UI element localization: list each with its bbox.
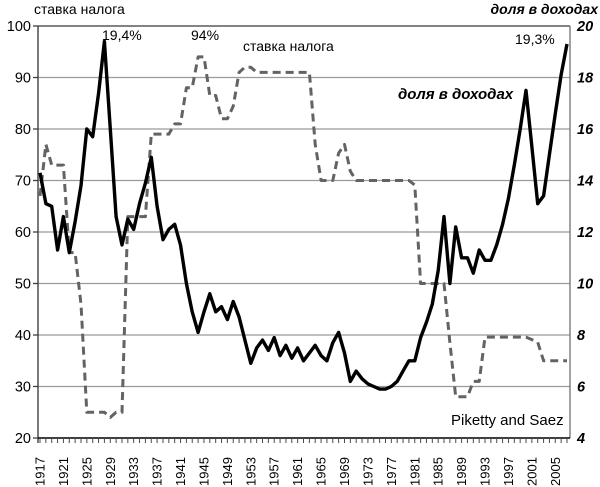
x-axis-label: 1941: [173, 457, 188, 486]
y-axis-left-label: 40: [15, 328, 31, 344]
x-axis-label: 1953: [243, 457, 258, 486]
right-axis-title: доля в доходах: [490, 1, 598, 17]
y-axis-right-label: 14: [577, 174, 593, 190]
x-axis-label: 1973: [360, 457, 375, 486]
x-axis-label: 1945: [196, 457, 211, 486]
y-axis-left-label: 50: [15, 277, 31, 293]
y-axis-right-label: 18: [577, 71, 594, 87]
annotation-1928-peak: 19,4%: [102, 27, 142, 43]
source-credit: Piketty and Saez: [451, 412, 564, 429]
x-axis-label: 1977: [384, 457, 399, 486]
series-label-income-share: доля в доходах: [398, 86, 514, 103]
x-axis-label: 1985: [431, 457, 446, 486]
x-axis-label: 1921: [56, 457, 71, 486]
x-axis-label: 2005: [548, 457, 563, 486]
y-axis-left-label: 70: [15, 174, 31, 190]
x-axis-label: 1925: [79, 457, 94, 486]
annotation-94-percent: 94%: [191, 27, 220, 43]
y-axis-left-label: 90: [15, 71, 31, 87]
y-axis-right-label: 12: [577, 225, 593, 241]
x-axis-label: 1949: [220, 457, 235, 486]
x-axis-label: 1981: [407, 457, 422, 486]
x-axis-label: 1965: [314, 457, 329, 486]
annotation-2007-end: 19,3%: [515, 31, 555, 47]
x-axis-label: 1969: [337, 457, 352, 486]
y-axis-right-label: 16: [577, 122, 594, 138]
y-axis-right-label: 4: [576, 431, 585, 447]
y-axis-left-label: 30: [15, 380, 31, 396]
y-axis-left-label: 80: [15, 122, 31, 138]
series-label-tax-rate: ставка налога: [243, 38, 334, 54]
x-axis-label: 1933: [126, 457, 141, 486]
y-axis-right-label: 8: [577, 328, 586, 344]
y-axis-right-label: 10: [577, 277, 593, 293]
y-axis-right-label: 20: [576, 19, 593, 35]
series-line-income-share: [38, 39, 569, 391]
x-axis-label: 1997: [501, 457, 516, 486]
x-axis-label: 1961: [290, 457, 305, 486]
y-axis-right-label: 6: [577, 380, 586, 396]
x-axis-label: 1929: [103, 457, 118, 486]
x-axis-label: 1989: [454, 457, 469, 486]
x-axis-label: 2001: [524, 457, 539, 486]
series-line-tax-rate: [38, 55, 567, 419]
x-axis-label: 1957: [267, 457, 282, 486]
y-axis-left-label: 20: [15, 431, 31, 447]
x-axis-label: 1917: [33, 457, 48, 486]
x-axis-label: 1937: [150, 457, 165, 486]
y-axis-left-label: 60: [15, 225, 31, 241]
left-axis-title: ставка налога: [34, 1, 125, 17]
y-axis-left-label: 100: [7, 19, 31, 35]
x-axis-label: 1993: [478, 457, 493, 486]
